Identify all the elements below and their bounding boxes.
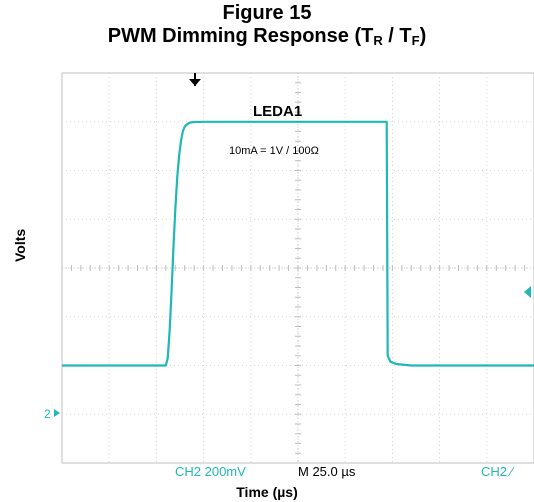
ground-marker-label: 2 (44, 407, 51, 421)
x-axis-label: Time (µs) (236, 484, 298, 500)
timebase-readout: M 25.0 µs (298, 464, 356, 479)
series-marks (62, 120, 534, 367)
series-line-leda1 (62, 120, 534, 367)
ground-marker-arrow (54, 409, 60, 417)
trigger-position-arrow (189, 73, 201, 86)
series-label: LEDA1 (253, 103, 302, 120)
trigger-level-marker (524, 286, 531, 298)
figure-number: Figure 15 (222, 2, 312, 24)
chart-title: PWM Dimming Response (TR / TF) (107, 25, 427, 48)
channel-scale-readout: CH2 200mV (175, 464, 246, 479)
trigger-readout: CH2 ⁄ (481, 464, 515, 479)
y-axis-label: Volts (12, 228, 28, 262)
grid (61, 72, 534, 464)
scale-note: 10mA = 1V / 100Ω (229, 145, 319, 157)
